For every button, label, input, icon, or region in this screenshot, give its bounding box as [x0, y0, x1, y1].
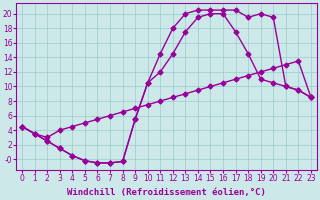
X-axis label: Windchill (Refroidissement éolien,°C): Windchill (Refroidissement éolien,°C)	[67, 188, 266, 197]
